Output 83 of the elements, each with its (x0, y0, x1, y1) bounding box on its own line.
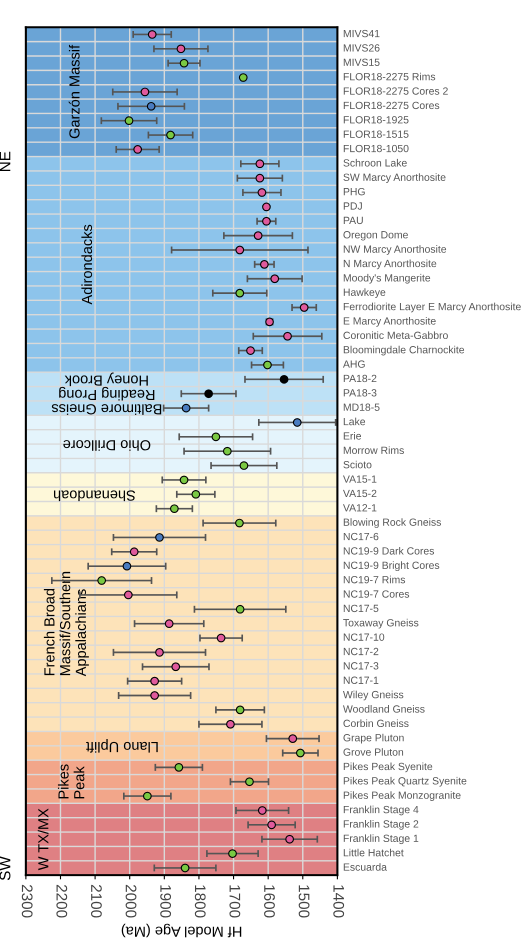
x-tick-label: 1600 (264, 885, 275, 918)
band-label: French Broad Massif/Southern Appalachians (44, 572, 89, 676)
y-tick-label: Little Hatchet (344, 848, 404, 856)
y-tick-label: Erie (344, 432, 362, 440)
y-tick-label: Moody's Mangerite (344, 274, 430, 284)
y-tick-label: NC17-5 (344, 604, 378, 612)
y-tick-label: Franklin Stage 1 (344, 834, 418, 844)
band-label: Pikes Peak (58, 764, 84, 798)
y-tick-label: MD18-5 (344, 404, 380, 411)
band-label: Ohio Drillcore (63, 440, 150, 451)
x-tick-label: 2300 (22, 884, 33, 918)
y-tick-label: FLOR18-2275 Cores (344, 102, 440, 110)
y-tick-label: Toxaway Gneiss (343, 618, 418, 629)
y-tick-label: MIVS15 (344, 58, 380, 66)
y-tick-label: PHG (344, 188, 365, 196)
x-tick-label: 1900 (160, 885, 172, 918)
x-tick-label: 2200 (56, 884, 68, 918)
y-tick-label: Woodland Gneiss (342, 705, 425, 713)
y-tick-label: Ferrodiorite Layer E Marcy Anorthosite (344, 302, 521, 312)
y-tick-label: NC17-6 (344, 532, 378, 540)
y-tick-label: Grove Pluton (343, 748, 404, 756)
y-tick-label: PA18-3 (344, 389, 376, 397)
y-tick-label: Scioto (343, 460, 372, 468)
band-label: Reading Prong (59, 386, 154, 401)
y-tick-label: MIVS26 (344, 44, 380, 52)
y-tick-label: PA18-2 (344, 374, 376, 382)
y-tick-label: NC19-9 Dark Cores (344, 546, 434, 555)
y-tick-label: NC19-7 Rims (344, 576, 406, 584)
y-tick-label: PDJ (344, 202, 362, 210)
y-tick-label: Morrow Rims (344, 446, 404, 454)
y-tick-label: VA15-1 (342, 475, 376, 483)
y-tick-label: NC17-2 (344, 648, 378, 656)
y-tick-label: NC19-9 Bright Cores (344, 561, 440, 572)
y-tick-label: NC17-1 (344, 676, 378, 684)
y-tick-label: Pikes Peak Syenite (344, 762, 432, 772)
band-label: Shenandoah (54, 490, 136, 502)
band-label: Adirondacks (81, 224, 92, 304)
y-tick-label: Pikes Peak Monzogranite (344, 791, 461, 801)
x-tick-label: 1500 (298, 885, 310, 918)
y-tick-label: Corbin Gneiss (343, 719, 409, 728)
y-tick-label: N Marcy Anorthosite (344, 260, 436, 270)
y-tick-label: Coronitic Meta-Gabbro (343, 331, 448, 340)
y-tick-label: FLOR18-1925 (344, 116, 409, 124)
band-label: Llano Uplift (86, 739, 158, 753)
y-tick-label: VA15-2 (342, 490, 376, 498)
y-tick-label: Wiley Gneiss (342, 690, 404, 700)
y-tick-label: NC17-3 (344, 662, 378, 670)
y-tick-label: PAU (344, 216, 363, 224)
y-tick-label: NC19-7 Cores (344, 590, 410, 598)
y-tick-label: Lake (344, 418, 366, 426)
y-tick-label: Escuarda (344, 863, 387, 871)
y-tick-label: FLOR18-2275 Cores 2 (344, 87, 448, 95)
y-tick-label: NC17-10 (344, 633, 384, 641)
band-label: W TX/MX (38, 808, 48, 870)
y-tick-label: NW Marcy Anorthosite (344, 245, 446, 255)
y-tick-label: VA12-1 (342, 504, 376, 512)
x-tick-label: 2100 (91, 884, 102, 918)
y-tick-label: FLOR18-1050 (344, 144, 409, 152)
band-label: Honey Brook (64, 372, 148, 386)
y-tick-label: Pikes Peak Quartz Syenite (344, 776, 466, 787)
text: NE (0, 152, 10, 172)
y-tick-label: Schroon Lake (343, 158, 407, 167)
x-tick-label: 1700 (229, 885, 240, 918)
x-tick-label: 1400 (333, 885, 344, 918)
y-tick-label: FLOR18-1515 (344, 130, 409, 138)
band-label: Garzón Massif (68, 44, 80, 138)
y-tick-label: SW Marcy Anorthosite (343, 173, 446, 184)
y-tick-label: MIVS41 (344, 30, 380, 38)
y-tick-label: Hawkeye (344, 288, 386, 298)
y-tick-label: Grape Pluton (343, 734, 404, 744)
band-label: Baltimore Gneiss (52, 404, 162, 415)
text: SW (0, 856, 10, 880)
y-tick-label: AHG (342, 360, 365, 368)
y-tick-label: Franklin Stage 2 (344, 820, 418, 830)
x-tick-label: 2000 (126, 884, 136, 918)
x-axis-title: Hf Model Age (Ma) (122, 924, 242, 938)
y-tick-label: Franklin Stage 4 (344, 806, 418, 816)
y-tick-label: Oregon Dome (343, 231, 408, 240)
y-tick-label: Blowing Rock Gneiss (344, 518, 441, 528)
x-tick-label: 1800 (194, 885, 206, 918)
y-tick-label: E Marcy Anorthosite (344, 317, 436, 327)
y-tick-label: FLOR18-2275 Rims (344, 72, 436, 80)
y-tick-label: Bloomingdale Charnockite (344, 346, 464, 356)
